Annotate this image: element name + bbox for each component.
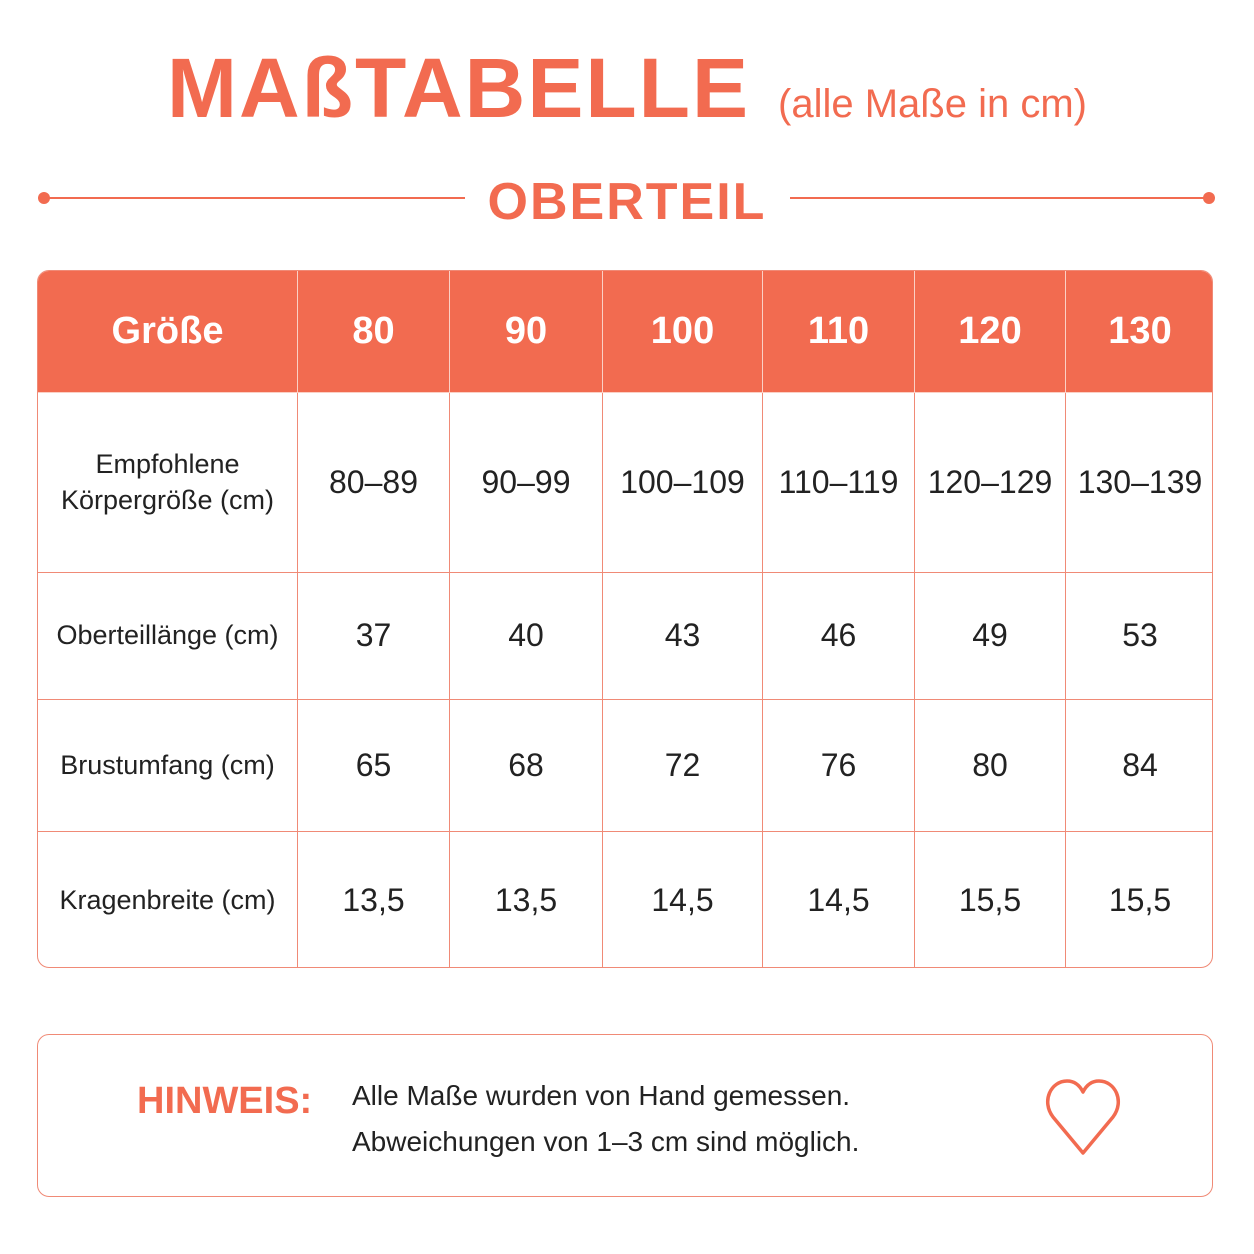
row-label: Empfohlene Körpergröße (cm) [38,393,298,573]
table-cell: 15,5 [915,832,1066,967]
title: MAßTABELLE [167,41,751,135]
table-cell: 100–109 [603,393,763,573]
table-cell: 13,5 [298,832,450,967]
header-cell: Größe [38,271,298,393]
table-cell: 120–129 [915,393,1066,573]
heart-icon [1046,1079,1120,1155]
table-cell: 14,5 [763,832,915,967]
header-cell: 120 [915,271,1066,393]
table-cell: 130–139 [1066,393,1212,573]
table-cell: 49 [915,573,1066,700]
note-line: Abweichungen von 1–3 cm sind möglich. [352,1126,860,1157]
table-cell: 80 [915,700,1066,832]
header-cell: 100 [603,271,763,393]
table-cell: 68 [450,700,603,832]
row-label: Oberteillänge (cm) [38,573,298,700]
row-label: Brustumfang (cm) [38,700,298,832]
table-cell: 80–89 [298,393,450,573]
header-cell: 80 [298,271,450,393]
row-label: Kragenbreite (cm) [38,832,298,967]
table-cell: 90–99 [450,393,603,573]
note-line: Alle Maße wurden von Hand gemessen. [352,1080,851,1111]
table-cell: 13,5 [450,832,603,967]
table-cell: 76 [763,700,915,832]
divider [38,192,1215,204]
table-cell: 84 [1066,700,1212,832]
table-cell: 43 [603,573,763,700]
table-cell: 65 [298,700,450,832]
subtitle: (alle Maße in cm) [778,82,1087,126]
table-cell: 15,5 [1108,881,1172,918]
size-table: Größe 80 90 100 110 120 130 Empfohlene Körpergr… [37,270,1213,968]
table-cell: 53 [1066,573,1212,700]
note-label: HINWEIS: [137,1080,313,1122]
table-cell: 14,5 [603,832,763,967]
table-cell: 72 [603,700,763,832]
table-cell: 40 [450,573,603,700]
note-box [37,1034,1213,1197]
section-title: OBERTEIL [487,173,767,231]
header-cell: 110 [763,271,915,393]
title-block: MAßTABELLE (alle Maße in cm) [0,40,1254,137]
table-cell: 46 [763,573,915,700]
table-cell: 110–119 [763,393,915,573]
header-cell: 90 [450,271,603,393]
header-cell: 130 [1066,271,1212,393]
table-cell: 37 [298,573,450,700]
